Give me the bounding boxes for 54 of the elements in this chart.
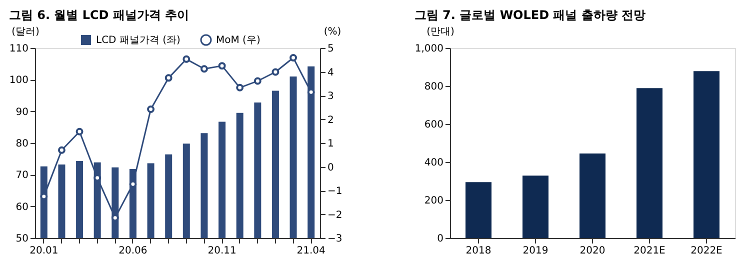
y2-tick-label: 4 [328,67,334,78]
y-tick-label: 1,000 [414,44,444,54]
y-tick-label: 90 [16,106,28,118]
y2-tick-label: −3 [328,234,342,244]
y-tick-label: 800 [424,82,444,92]
y-tick-label: 100 [9,75,28,86]
x-tick-label: 2019 [522,246,548,256]
y-tick-label: 80 [16,138,28,150]
y-tick-label: 0 [437,234,444,244]
point [290,54,298,62]
y2-tick-label: −1 [328,186,342,197]
point [272,68,280,76]
x-tick-label: 2021E [634,246,666,256]
x-tick-label: 2018 [466,246,492,256]
y-tick-label: 50 [16,234,28,244]
point [164,74,172,82]
bar [466,182,492,238]
point [200,65,208,73]
y2-tick-label: 3 [328,91,334,102]
point [76,128,84,136]
point [58,146,66,154]
y-tick-label: 70 [16,170,28,182]
y-axis-title: (만대) [426,26,454,38]
point [182,55,190,63]
chart-title: 그림 6. 월별 LCD 패널가격 추이 [8,8,190,22]
bar [694,71,720,238]
y2-axis-title: (%) [324,26,342,38]
y-tick-label: 60 [16,202,28,213]
x-tick-label: 20.01 [30,246,58,256]
chart-title: 그림 7. 글로벌 WOLED 패널 출하량 전망 [414,8,646,22]
y-tick-label: 400 [424,158,444,168]
y-tick-label: 110 [9,44,28,54]
legend-label: MoM (우) [216,35,260,46]
y2-tick-label: 5 [328,44,334,54]
y-tick-label: 200 [424,196,444,206]
x-tick-label: 20.06 [118,246,148,256]
y-tick-label: 600 [424,120,444,130]
x-tick-label: 2020 [580,246,606,256]
bar [580,153,606,238]
y2-tick-label: −2 [328,210,342,221]
y2-tick-label: 1 [328,138,334,150]
x-tick-label: 21.04 [296,246,326,256]
point [218,62,226,70]
point [254,77,262,85]
bar [636,88,662,238]
bar [522,176,548,238]
point [236,84,244,92]
y2-tick-label: 0 [328,162,334,174]
y2-tick-label: 2 [328,114,334,126]
y-axis-title: (달러) [12,26,40,38]
legend-label: LCD 패널가격 (좌) [96,35,181,46]
x-tick-label: 20.11 [208,246,236,256]
point [147,106,155,114]
x-tick-label: 2022E [690,246,722,256]
